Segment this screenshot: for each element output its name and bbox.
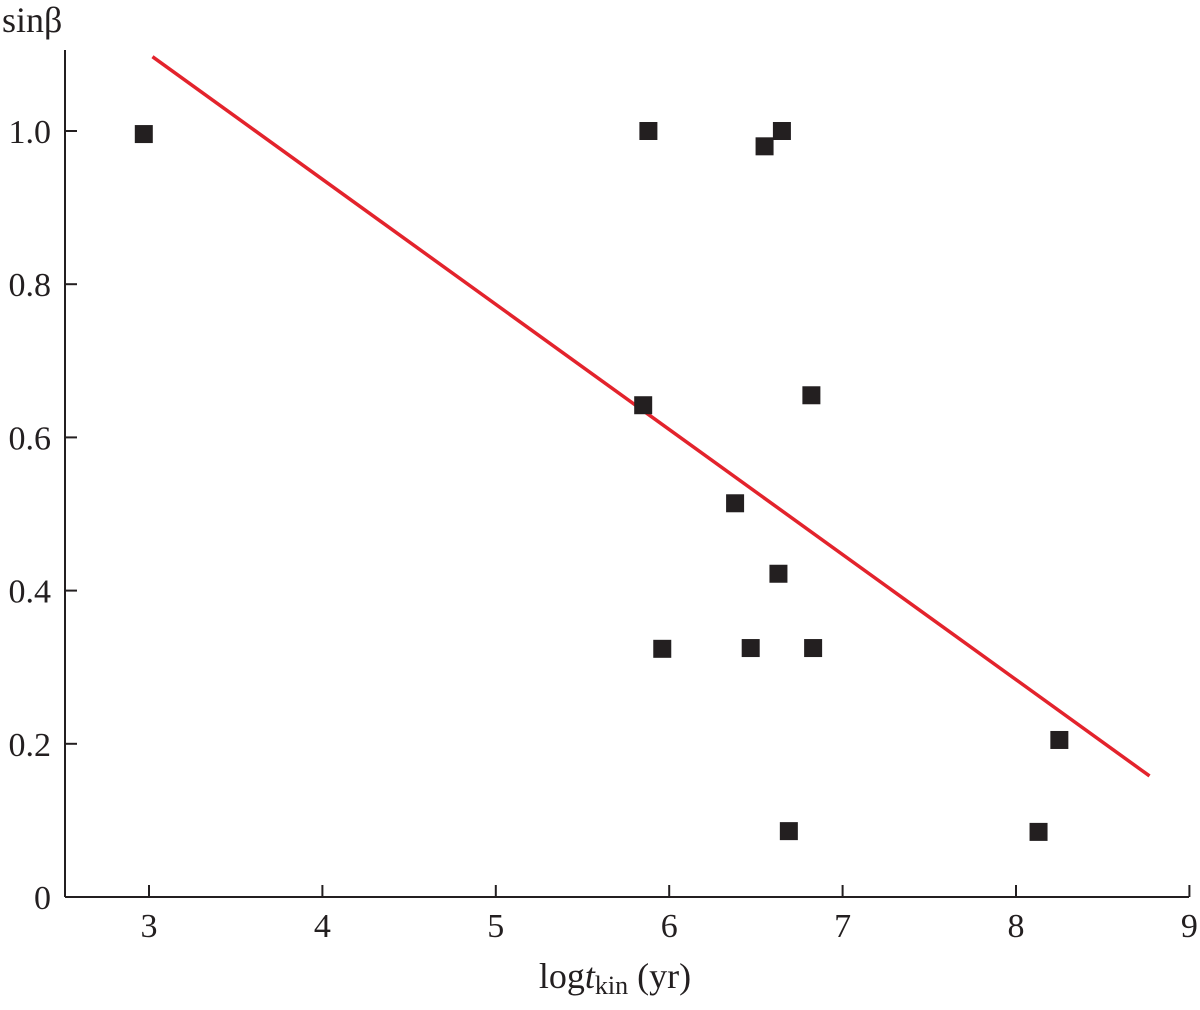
data-point [134, 125, 153, 144]
x-tick-label: 7 [834, 908, 851, 945]
data-point [804, 639, 823, 658]
y-tick-label: 0.8 [9, 267, 52, 304]
data-point [772, 122, 791, 140]
data-point [769, 564, 788, 583]
y-axis-label: sinβ [2, 0, 62, 40]
x-tick-label: 6 [661, 908, 678, 945]
x-tick-label: 3 [141, 908, 158, 945]
data-point [634, 396, 653, 415]
axes [64, 50, 1189, 898]
y-tick-label: 0 [34, 880, 51, 917]
y-tick-label: 1.0 [9, 114, 52, 151]
fit-line [151, 55, 1151, 778]
y-tick-label: 0.2 [9, 727, 52, 764]
x-tick-label: 5 [487, 908, 504, 945]
x-axis-label: logtkin (yr) [539, 956, 691, 1000]
y-tick-label: 0.4 [9, 574, 52, 611]
x-tick-label: 9 [1181, 908, 1198, 945]
x-tick-label: 8 [1008, 908, 1025, 945]
data-points [134, 122, 1069, 841]
data-point [639, 122, 658, 140]
data-point [779, 822, 798, 841]
data-point [1029, 822, 1048, 841]
data-point [726, 494, 745, 513]
data-point [1050, 730, 1069, 749]
data-point [755, 137, 774, 156]
x-tick-label: 4 [314, 908, 331, 945]
data-point [653, 639, 672, 658]
data-point [741, 639, 760, 658]
data-point [802, 386, 821, 405]
ticks: 3 4 5 6 7 8 9 0 0.2 0.4 0.6 0.8 1.0 [9, 114, 1198, 945]
y-tick-label: 0.6 [9, 420, 52, 457]
fit-line-group [151, 55, 1151, 778]
